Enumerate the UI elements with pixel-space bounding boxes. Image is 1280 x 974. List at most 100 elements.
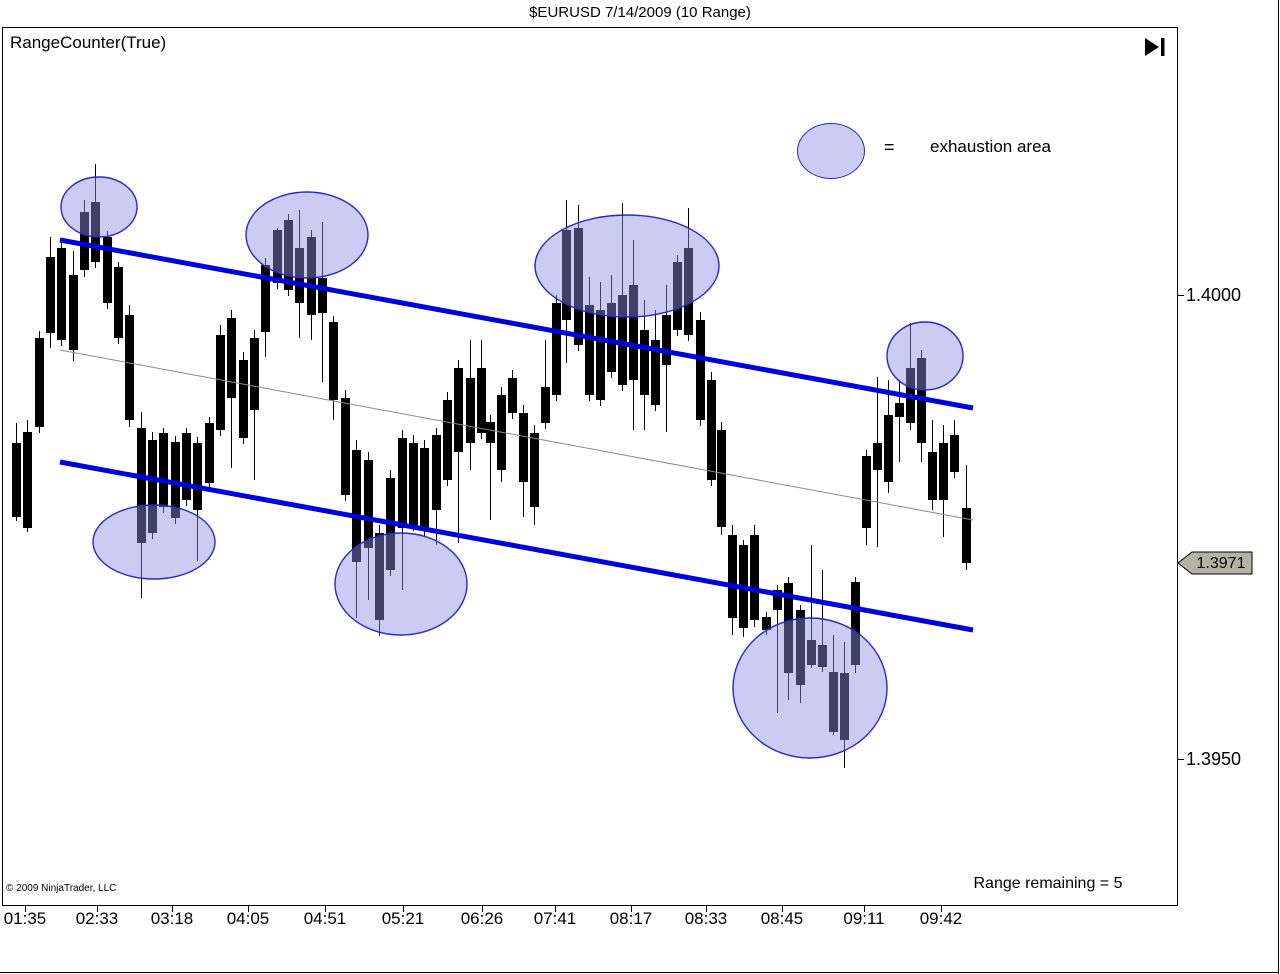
time-axis-tick xyxy=(631,905,632,912)
candle-body xyxy=(530,433,539,507)
candle-body xyxy=(432,435,441,510)
candle-body xyxy=(409,443,418,525)
last-price-tag-label: 1.3971 xyxy=(1196,555,1246,572)
candle-body xyxy=(862,456,871,528)
candle-body xyxy=(873,443,882,470)
last-price-tag xyxy=(1177,551,1253,575)
candle-body xyxy=(851,582,860,665)
candle-body xyxy=(307,237,316,315)
candle-body xyxy=(91,202,100,262)
legend-exhaustion-ellipse xyxy=(797,123,865,179)
candle-body xyxy=(519,413,528,482)
time-axis-label: 08:17 xyxy=(609,909,653,928)
candle-body xyxy=(216,335,225,430)
time-axis-tick xyxy=(555,905,556,912)
candle-body xyxy=(607,303,616,372)
time-axis-tick xyxy=(482,905,483,912)
end-bar-glyph xyxy=(1161,38,1165,56)
legend-equals-sign: = xyxy=(884,137,895,157)
time-axis-label: 04:51 xyxy=(303,909,347,928)
time-axis-label: 04:05 xyxy=(226,909,270,928)
candle-body xyxy=(651,340,660,405)
candle-body xyxy=(728,535,737,618)
time-axis-tick xyxy=(403,905,404,912)
exhaustion-area-ellipse xyxy=(60,176,138,238)
candle-body xyxy=(35,338,44,427)
exhaustion-area-ellipse xyxy=(245,191,369,279)
time-axis-label: 08:45 xyxy=(760,909,804,928)
candle-body xyxy=(261,265,270,332)
window-border-bottom xyxy=(0,972,1279,973)
candle-body xyxy=(486,422,495,443)
candle-body xyxy=(773,590,782,610)
time-axis-tick xyxy=(941,905,942,912)
time-axis-tick xyxy=(782,905,783,912)
candle-body xyxy=(574,228,583,345)
candle-body xyxy=(640,330,649,395)
candle-body xyxy=(762,617,771,630)
candle-body xyxy=(329,322,338,400)
candle-body xyxy=(171,442,180,518)
candle-body xyxy=(284,220,293,290)
time-axis-label: 09:11 xyxy=(843,909,885,928)
candle-body xyxy=(318,278,327,313)
candle-body xyxy=(629,285,638,380)
time-axis-tick xyxy=(864,905,865,912)
candle-body xyxy=(205,423,214,483)
candle-body xyxy=(341,398,350,495)
candle-body xyxy=(717,430,726,527)
candle-body xyxy=(69,275,78,350)
time-axis-tick xyxy=(97,905,98,912)
chart-border-left xyxy=(2,27,3,906)
candle-body xyxy=(12,443,21,517)
candle-body xyxy=(477,368,486,433)
candle-body xyxy=(807,640,816,665)
skip-to-end-icon[interactable] xyxy=(1143,36,1171,60)
candle-body xyxy=(939,443,948,500)
exhaustion-area-ellipse xyxy=(92,504,216,580)
candle-body xyxy=(684,248,693,335)
price-axis-label: 1.4000 xyxy=(1186,285,1242,305)
candle-body xyxy=(750,535,759,620)
chart-title: $EURUSD 7/14/2009 (10 Range) xyxy=(529,4,751,21)
window-border-right xyxy=(1278,0,1279,974)
price-axis-tick xyxy=(1177,295,1184,296)
candle-body xyxy=(159,433,168,507)
candle-body xyxy=(239,360,248,438)
copyright-label: © 2009 NinjaTrader, LLC xyxy=(6,883,117,894)
time-axis-label: 05:21 xyxy=(381,909,425,928)
candle-body xyxy=(454,368,463,452)
exhaustion-area-ellipse xyxy=(334,532,468,636)
candle-body xyxy=(137,428,146,543)
price-axis-label: 1.3950 xyxy=(1186,749,1242,769)
exhaustion-area-ellipse xyxy=(886,321,964,391)
exhaustion-area-ellipse xyxy=(534,214,720,318)
candle-body xyxy=(23,432,32,528)
time-axis-tick xyxy=(25,905,26,912)
candle-body xyxy=(182,433,191,500)
candle-body xyxy=(508,378,517,413)
candle-body xyxy=(398,438,407,528)
time-axis-label: 01:35 xyxy=(3,909,47,928)
time-axis-label: 07:41 xyxy=(533,909,577,928)
candle-body xyxy=(884,415,893,482)
candle-body xyxy=(103,237,112,303)
candle-body xyxy=(80,212,89,270)
candle-body xyxy=(466,378,475,443)
chart-border-right xyxy=(1177,27,1178,906)
candle-body xyxy=(784,583,793,673)
channel-midline xyxy=(59,349,974,521)
candle-body xyxy=(696,320,705,420)
time-axis-tick xyxy=(248,905,249,912)
candle-body xyxy=(541,387,550,423)
channel-line-lower xyxy=(59,459,974,633)
candle-body xyxy=(618,295,627,385)
candle-body xyxy=(273,230,282,283)
candle-body xyxy=(829,672,838,732)
range-remaining-label: Range remaining = 5 xyxy=(973,875,1123,892)
candle-body xyxy=(840,673,849,740)
candle-body xyxy=(295,248,304,303)
candle-body xyxy=(114,267,123,338)
